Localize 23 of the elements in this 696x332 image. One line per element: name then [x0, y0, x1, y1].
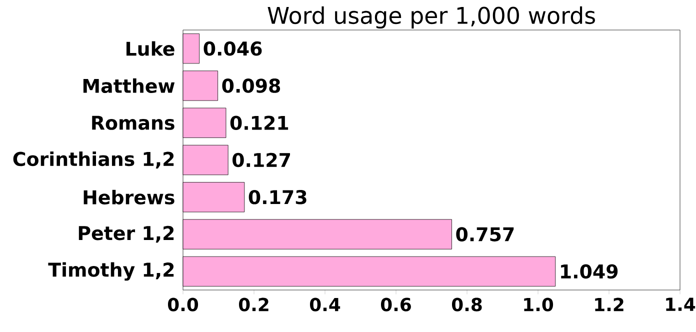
- y-tick-label: Matthew: [83, 78, 175, 94]
- y-tick-label: Luke: [126, 41, 174, 56]
- x-tick-label: 0.2: [238, 298, 268, 312]
- x-tick-label: 0.4: [310, 298, 340, 312]
- y-tick-label: Romans: [92, 116, 174, 130]
- data-label: 0.757: [456, 227, 514, 242]
- data-label: 0.098: [222, 78, 280, 93]
- y-tick-label: Timothy 1,2: [48, 262, 174, 281]
- x-tick-label: 1.2: [595, 298, 624, 312]
- x-tick-label: 0.0: [168, 298, 198, 312]
- data-label: 0.127: [232, 152, 290, 168]
- data-label: 0.046: [204, 41, 262, 56]
- data-label: 0.121: [230, 116, 288, 130]
- x-tick-label: 0.8: [452, 298, 482, 312]
- x-tick-label: 1.0: [524, 298, 554, 312]
- y-tick-label: Peter 1,2: [78, 226, 174, 243]
- x-tick-label: 0.6: [380, 298, 411, 312]
- chart-title: Word usage per 1,000 words: [268, 6, 595, 29]
- data-label: 1.049: [561, 264, 618, 279]
- y-tick-label: Corinthians 1,2: [13, 151, 174, 169]
- data-label: 0.173: [248, 190, 306, 204]
- y-tick-label: Hebrews: [84, 190, 174, 204]
- x-tick-label: 1.4: [666, 298, 696, 311]
